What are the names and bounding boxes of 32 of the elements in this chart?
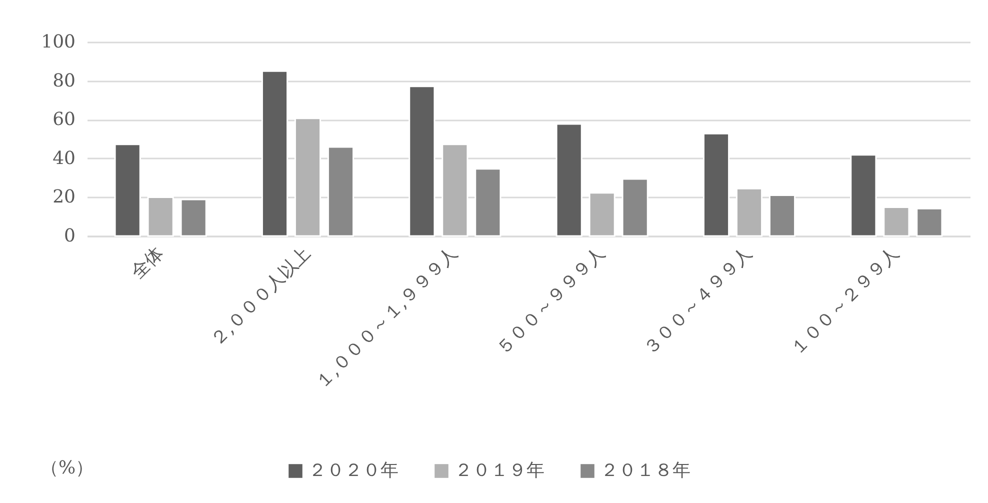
x-tick-label: ５００～９９９人 xyxy=(492,242,610,360)
x-tick-label: 全体 xyxy=(127,242,168,284)
bar xyxy=(556,123,582,237)
bar xyxy=(588,192,616,237)
bar xyxy=(114,144,141,237)
bar xyxy=(147,196,174,237)
y-tick-label: 80 xyxy=(52,70,76,92)
bar xyxy=(736,188,763,237)
x-tick-label: １００～２９９人 xyxy=(786,242,904,360)
y-tick-label: 0 xyxy=(64,226,76,246)
legend-label: ２０１９年 xyxy=(454,460,544,481)
bar xyxy=(916,208,943,237)
bar xyxy=(327,146,354,237)
bar xyxy=(442,144,468,237)
y-tick-label: 40 xyxy=(52,148,76,169)
bar xyxy=(850,154,877,237)
bar xyxy=(702,132,730,237)
bar xyxy=(408,86,436,237)
y-axis-title: （%） xyxy=(40,458,94,478)
y-tick-label: 100 xyxy=(41,32,76,52)
bar xyxy=(622,178,648,237)
bar xyxy=(474,168,502,237)
bar xyxy=(261,70,288,237)
bar xyxy=(180,198,207,237)
x-tick-label: ３００～４９９人 xyxy=(640,242,756,360)
legend-label: ２０２０年 xyxy=(308,460,398,481)
bar xyxy=(883,206,910,237)
bar xyxy=(294,118,322,237)
y-tick-label: 20 xyxy=(52,186,76,208)
bar xyxy=(768,194,796,237)
y-tick-label: 60 xyxy=(52,109,76,130)
legend-label: ２０１８年 xyxy=(600,460,690,481)
